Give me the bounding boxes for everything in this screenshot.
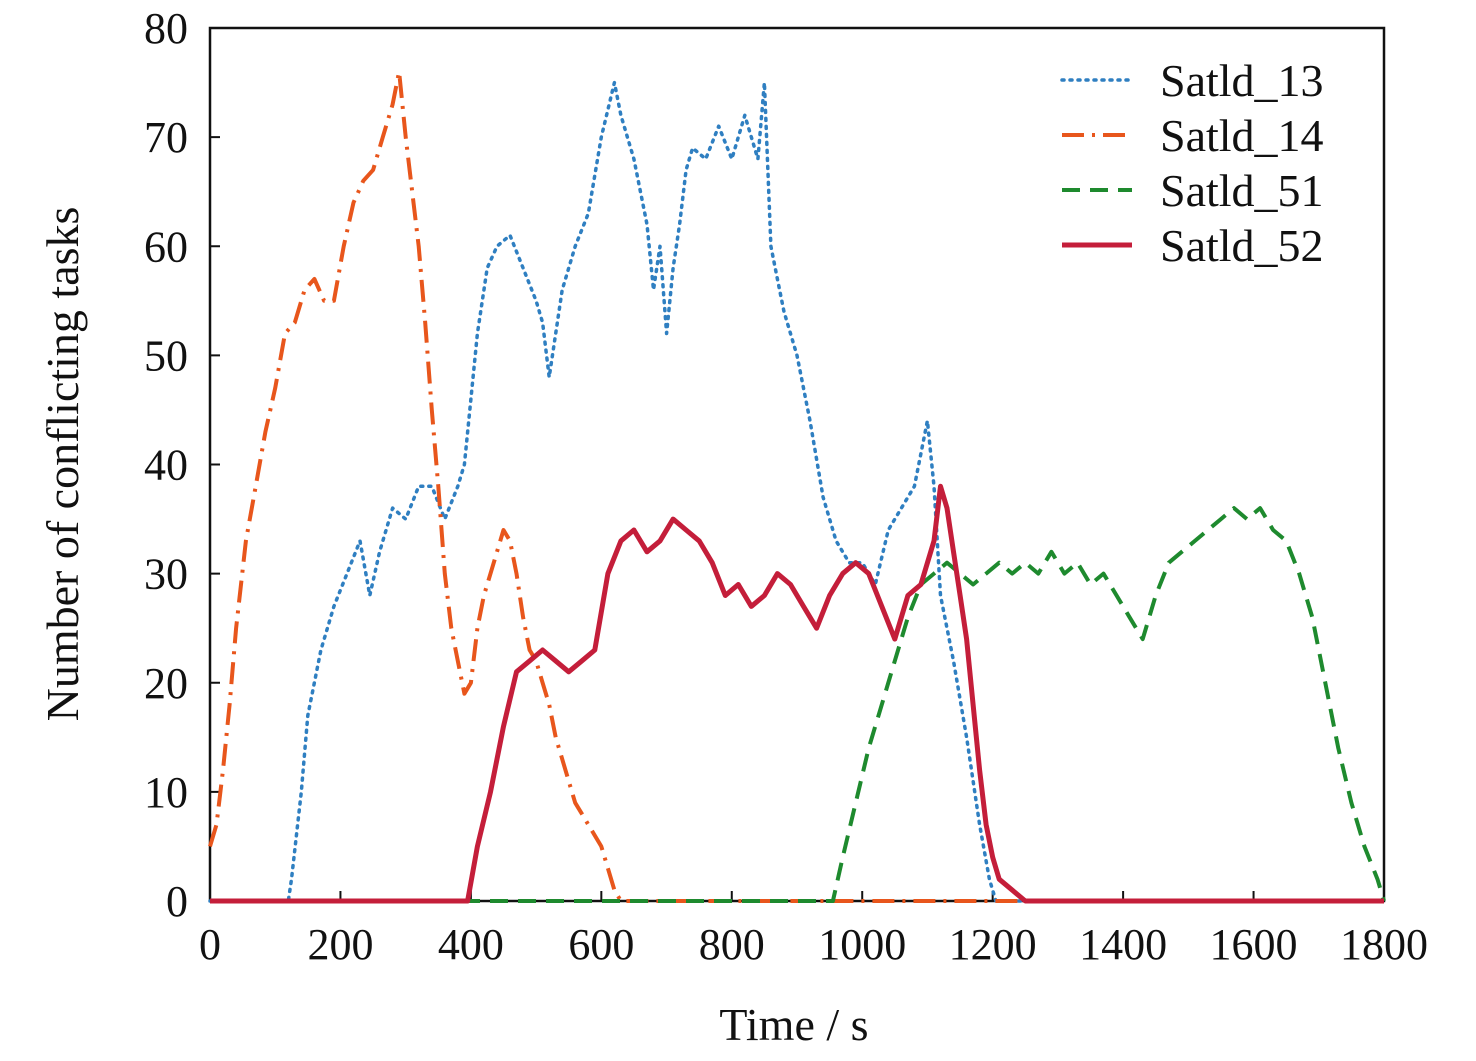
x-tick-label: 1800 bbox=[1340, 920, 1428, 969]
y-axis: 0 10 20 30 40 50 60 70 80 bbox=[144, 4, 220, 926]
y-tick-label: 20 bbox=[144, 659, 188, 708]
legend-label: Satld_51 bbox=[1160, 165, 1324, 216]
x-axis-label: Time / s bbox=[719, 999, 868, 1050]
y-tick-label: 60 bbox=[144, 222, 188, 271]
y-tick-label: 30 bbox=[144, 550, 188, 599]
x-tick-label: 1200 bbox=[949, 920, 1037, 969]
x-tick-label: 400 bbox=[438, 920, 504, 969]
y-tick-label: 80 bbox=[144, 4, 188, 53]
y-axis-label: Number of conflicting tasks bbox=[37, 207, 88, 722]
series-line-satld-51 bbox=[210, 506, 1386, 903]
legend-label: Satld_52 bbox=[1160, 220, 1324, 271]
x-tick-label: 200 bbox=[307, 920, 373, 969]
legend-label: Satld_14 bbox=[1160, 110, 1324, 161]
series-layer bbox=[208, 69, 1386, 904]
y-tick-label: 10 bbox=[144, 768, 188, 817]
x-tick-label: 0 bbox=[199, 920, 221, 969]
plot-area bbox=[208, 26, 1386, 903]
series-line-satld-14 bbox=[208, 69, 1384, 903]
x-tick-label: 800 bbox=[699, 920, 765, 969]
x-tick-label: 1000 bbox=[818, 920, 906, 969]
y-tick-label: 70 bbox=[144, 113, 188, 162]
x-tick-label: 1400 bbox=[1079, 920, 1167, 969]
y-tick-label: 40 bbox=[144, 441, 188, 490]
y-tick-label: 50 bbox=[144, 331, 188, 380]
x-tick-label: 600 bbox=[568, 920, 634, 969]
x-tick-label: 1600 bbox=[1210, 920, 1298, 969]
legend-label: Satld_13 bbox=[1160, 55, 1324, 106]
x-axis: 0 200 400 600 800 1000 1200 1400 1600 1800 bbox=[199, 891, 1428, 969]
y-tick-label: 0 bbox=[166, 877, 188, 926]
series-line-satld-13 bbox=[208, 80, 1386, 903]
series-line-satld-52 bbox=[210, 483, 1384, 904]
